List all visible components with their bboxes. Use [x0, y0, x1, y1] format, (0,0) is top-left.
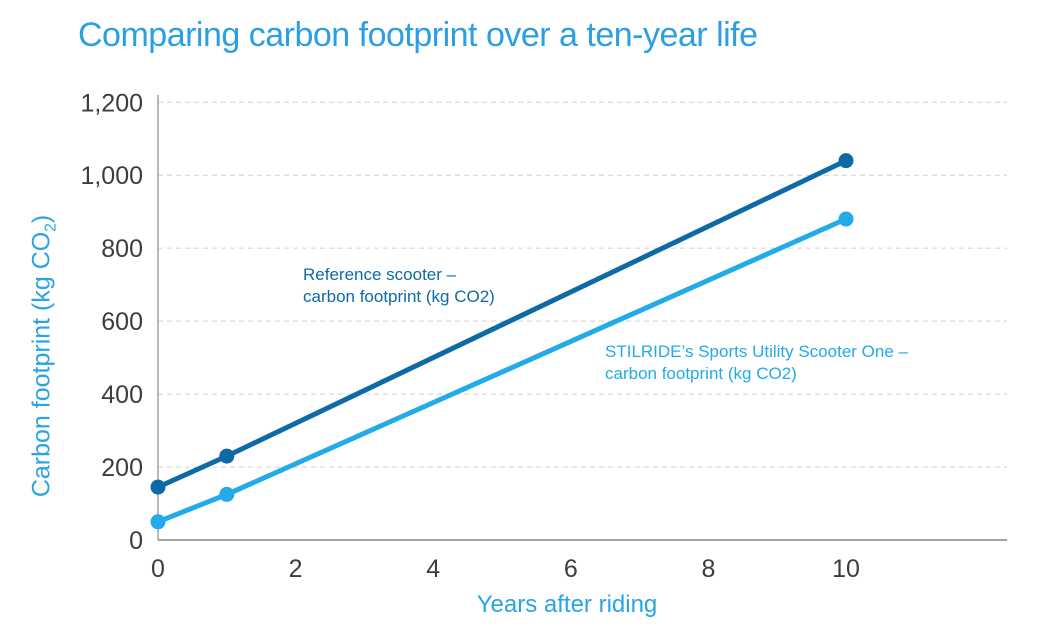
series-label-reference-line1: Reference scooter – — [303, 265, 457, 284]
data-point-marker-stilride — [219, 486, 235, 502]
data-point-marker-reference — [219, 448, 235, 464]
series-line-reference — [155, 158, 849, 490]
y-tick-label: 200 — [101, 454, 143, 482]
data-point-marker-stilride — [150, 514, 166, 530]
x-tick-label: 10 — [832, 555, 860, 583]
x-tick-label: 2 — [289, 555, 303, 583]
x-tick-label: 6 — [564, 555, 578, 583]
y-tick-label: 400 — [101, 381, 143, 409]
data-point-marker-reference — [150, 479, 166, 495]
y-axis-title-text: Carbon footprint (kg CO — [27, 231, 56, 498]
y-tick-label: 1,200 — [80, 89, 143, 117]
x-axis-title: Years after riding — [476, 591, 658, 618]
y-tick-label: 1,000 — [80, 162, 143, 190]
data-point-marker-stilride — [838, 211, 854, 227]
y-tick-label: 0 — [129, 527, 143, 555]
series-label-stilride: STILRIDE’s Sports Utility Scooter One – … — [605, 341, 908, 385]
x-tick-label: 0 — [151, 555, 165, 583]
series-label-reference: Reference scooter – carbon footprint (kg… — [303, 264, 495, 308]
series-label-stilride-line1: STILRIDE’s Sports Utility Scooter One – — [605, 342, 908, 361]
y-axis-title: Carbon footprint (kg CO2) — [28, 215, 61, 497]
y-tick-label: 600 — [101, 308, 143, 336]
y-axis-title-suffix: ) — [27, 214, 56, 224]
x-tick-label: 8 — [701, 555, 715, 583]
y-tick-label: 800 — [101, 235, 143, 263]
series-label-reference-line2: carbon footprint (kg CO2) — [303, 287, 495, 306]
y-axis-title-subscript: 2 — [42, 223, 60, 232]
data-point-marker-reference — [838, 153, 854, 169]
chart-title: Comparing carbon footprint over a ten-ye… — [78, 16, 758, 54]
x-tick-label: 4 — [426, 555, 440, 583]
series-label-stilride-line2: carbon footprint (kg CO2) — [605, 364, 797, 383]
